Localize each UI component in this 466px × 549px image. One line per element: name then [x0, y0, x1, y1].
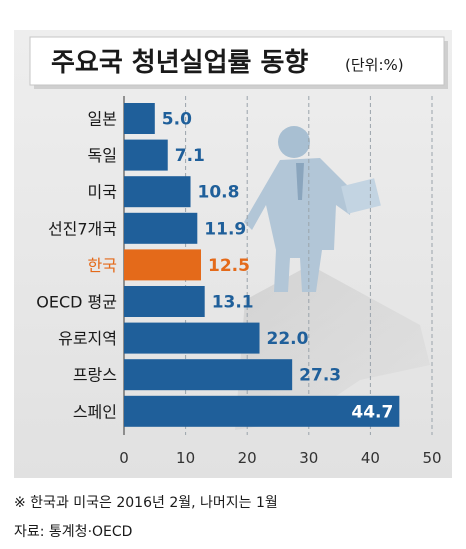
- chart-title: 주요국 청년실업률 동향: [51, 48, 308, 78]
- bar-6: [124, 322, 260, 354]
- x-tick-label: 50: [422, 449, 441, 467]
- x-axis-ticks: 0 10 20 30 40 50: [119, 449, 441, 467]
- category-label: 프랑스: [73, 366, 117, 385]
- bar-7: [124, 359, 293, 391]
- x-tick-label: 0: [119, 449, 129, 467]
- category-label: 미국: [88, 183, 117, 202]
- bar-5: [124, 286, 205, 317]
- category-label: 스페인: [73, 402, 117, 421]
- category-label: OECD 평균: [36, 293, 117, 312]
- bar-2: [124, 176, 191, 208]
- value-label: 27.3: [299, 366, 341, 386]
- value-label: 13.1: [212, 293, 254, 313]
- value-label: 5.0: [162, 110, 192, 130]
- footnote: ※ 한국과 미국은 2016년 2월, 나머지는 1월: [14, 495, 278, 511]
- bar-1: [124, 139, 168, 171]
- value-label: 44.7: [351, 402, 393, 422]
- title-box: 주요국 청년실업률 동향 (단위:%): [29, 36, 448, 89]
- value-label: 12.5: [208, 256, 250, 276]
- value-label: 10.8: [198, 183, 240, 203]
- bar-4: [124, 249, 201, 281]
- category-label: 선진7개국: [48, 219, 117, 238]
- category-label: 한국: [88, 256, 117, 275]
- value-label: 22.0: [267, 329, 309, 349]
- source-note: 자료: 통계청·OECD: [14, 524, 132, 540]
- bar-8: [124, 395, 400, 427]
- x-tick-label: 10: [176, 449, 195, 467]
- category-label: 일본: [88, 110, 117, 129]
- value-label: 11.9: [204, 219, 246, 239]
- category-label: 유로지역: [58, 329, 117, 348]
- unit-label: (단위:%): [345, 56, 404, 74]
- x-tick-label: 20: [238, 449, 257, 467]
- bar-3: [124, 212, 198, 244]
- bars: [124, 103, 400, 427]
- value-labels: 5.0 7.1 10.8 11.9 12.5 13.1 22.0 27.3 44.7: [162, 110, 394, 423]
- category-label: 독일: [88, 146, 117, 165]
- x-tick-label: 30: [299, 449, 318, 467]
- value-label: 7.1: [175, 146, 205, 166]
- bar-0: [124, 103, 155, 134]
- x-tick-label: 40: [361, 449, 380, 467]
